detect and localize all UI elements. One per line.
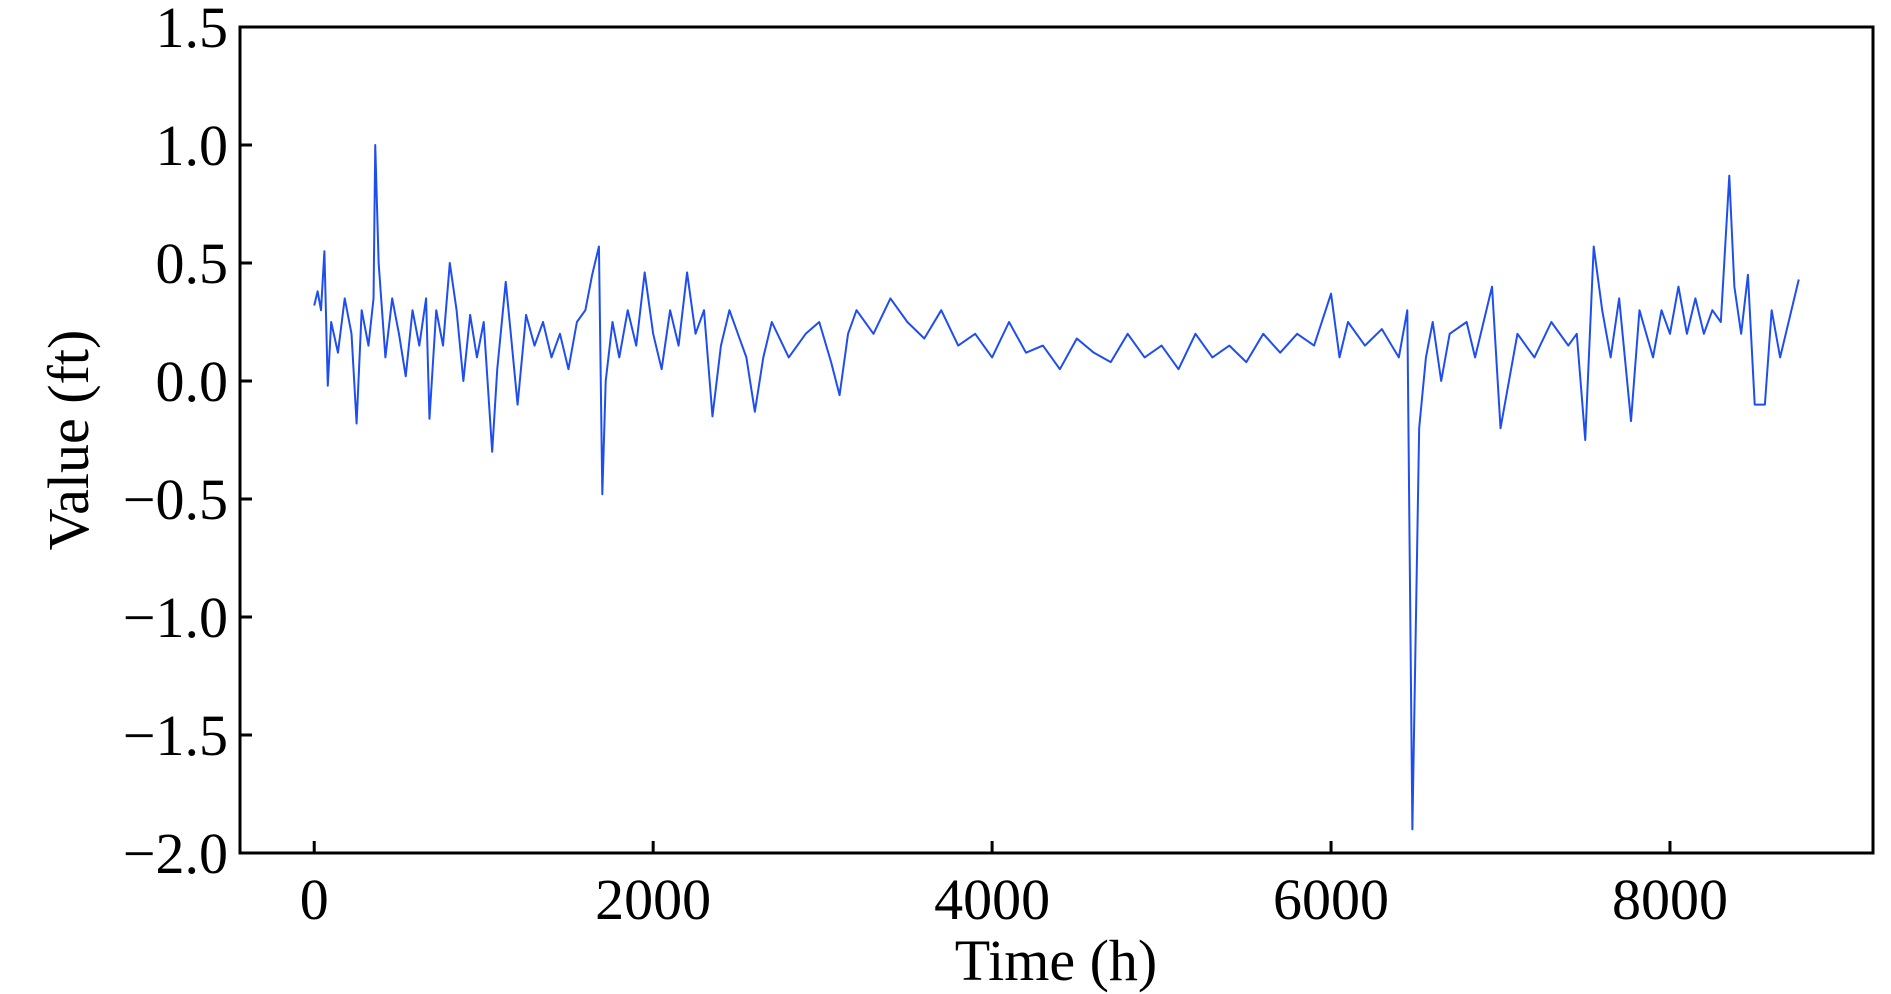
y-tick-label: 1.0 <box>156 113 229 178</box>
y-tick-label: 1.5 <box>156 0 229 60</box>
y-tick-label: −2.0 <box>123 821 228 886</box>
x-tick-label: 8000 <box>1612 867 1728 932</box>
y-tick-label: −1.0 <box>123 585 228 650</box>
y-tick-label: −1.5 <box>123 703 228 768</box>
x-tick-label: 0 <box>300 867 329 932</box>
x-tick-label: 6000 <box>1273 867 1389 932</box>
y-axis-label: Value (ft) <box>36 330 101 551</box>
y-tick-label: −0.5 <box>123 467 228 532</box>
x-axis-label: Time (h) <box>955 928 1158 993</box>
x-tick-label: 2000 <box>595 867 711 932</box>
data-line <box>313 144 1800 831</box>
y-tick-label: 0.5 <box>156 231 229 296</box>
plot-frame <box>238 25 1875 855</box>
y-tick-label: 0.0 <box>156 349 229 414</box>
x-tick-label: 4000 <box>934 867 1050 932</box>
